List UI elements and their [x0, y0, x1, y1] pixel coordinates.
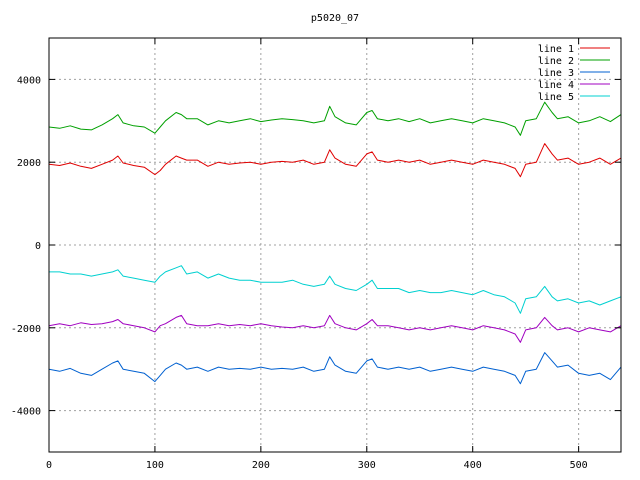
legend-label: line 1 — [538, 44, 574, 55]
chart-title: p5020_07 — [311, 13, 359, 24]
legend-label: line 4 — [538, 80, 574, 91]
series-line-2 — [48, 101, 622, 136]
series-line-5 — [49, 265, 622, 314]
y-tick-label: 0 — [35, 241, 41, 252]
y-tick-label: 4000 — [17, 75, 41, 86]
legend-label: line 2 — [538, 56, 574, 67]
x-tick-label: 300 — [358, 460, 376, 471]
series-line-4 — [48, 314, 622, 343]
grid — [49, 38, 621, 452]
y-tick-label: -2000 — [11, 324, 41, 335]
x-tick-label: 200 — [252, 460, 270, 471]
x-tick-label: 500 — [570, 460, 588, 471]
x-tick-label: 400 — [464, 460, 482, 471]
legend-label: line 5 — [538, 92, 574, 103]
y-tick-label: 2000 — [17, 158, 41, 169]
x-tick-label: 100 — [146, 460, 164, 471]
series-line-3 — [48, 352, 622, 385]
x-tick-label: 0 — [46, 460, 52, 471]
y-tick-label: -4000 — [11, 407, 41, 418]
series-lines — [48, 101, 622, 385]
axis-ticks: 0 100 200 300 400 500 -4000 -2000 0 2000 4000 — [11, 38, 621, 471]
legend-label: line 3 — [538, 68, 574, 79]
series-line-1 — [48, 143, 622, 178]
